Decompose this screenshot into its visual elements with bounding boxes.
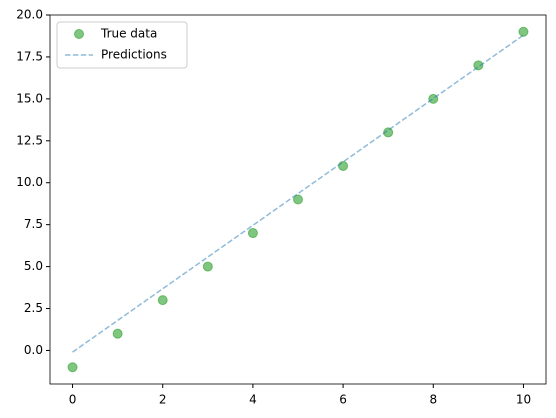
data-point <box>67 362 78 373</box>
legend-label: Predictions <box>101 48 167 62</box>
data-point <box>338 160 349 171</box>
y-tick-label: 17.5 <box>16 49 43 63</box>
y-tick-label: 7.5 <box>24 217 43 231</box>
data-point <box>157 295 168 306</box>
data-point <box>293 194 303 205</box>
y-tick-label: 2.5 <box>24 301 43 315</box>
legend-marker <box>74 29 84 39</box>
data-point <box>518 26 529 37</box>
x-tick-label: 6 <box>339 393 347 407</box>
data-point <box>247 228 258 239</box>
data-point <box>383 127 394 138</box>
y-tick-label: 10.0 <box>16 175 43 189</box>
prediction-line <box>72 34 524 353</box>
x-tick-label: 4 <box>249 393 257 407</box>
plot-frame <box>49 14 547 385</box>
x-tick-label: 2 <box>159 393 167 407</box>
x-tick-label: 0 <box>69 393 77 407</box>
y-tick-label: 15.0 <box>16 91 43 105</box>
y-tick-label: 20.0 <box>16 8 43 22</box>
y-tick-label: 0.0 <box>24 343 43 357</box>
legend-box <box>56 21 188 69</box>
data-point <box>112 328 123 339</box>
x-tick-label: 8 <box>429 393 437 407</box>
y-tick-label: 12.5 <box>16 133 43 147</box>
x-tick-label: 10 <box>516 393 531 407</box>
y-tick-label: 5.0 <box>24 259 43 273</box>
legend-label: True data <box>100 27 157 41</box>
data-point <box>202 261 213 272</box>
